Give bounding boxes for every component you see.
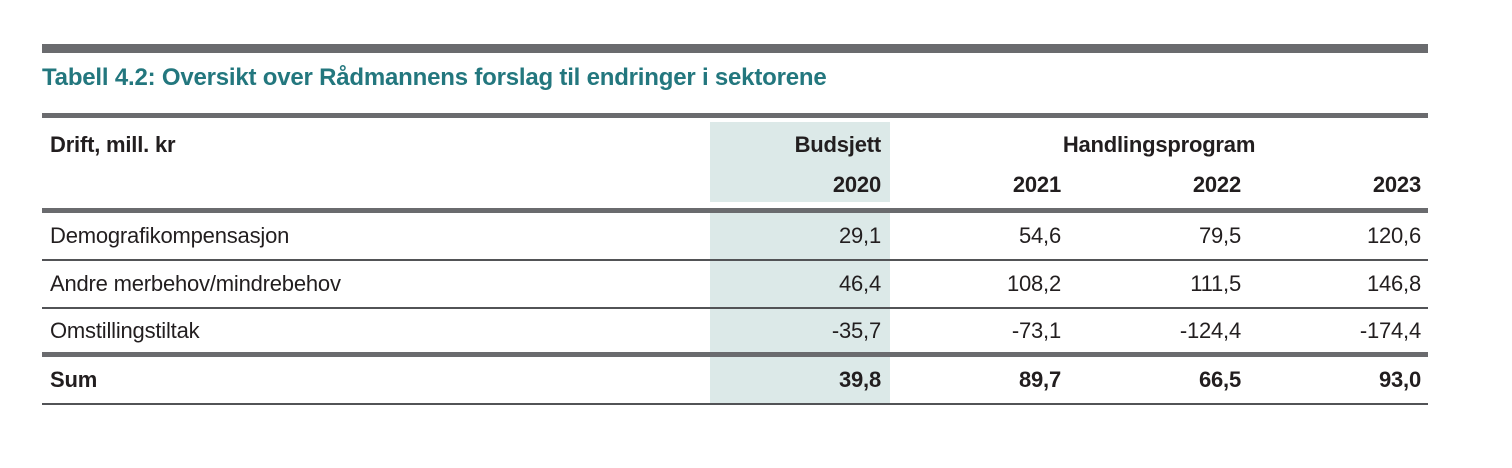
budget-table: Drift, mill. kr Budsjett Handlingsprogra… [42,113,1428,405]
budget-group-label: Budsjett [710,122,890,168]
cell-2021: -73,1 [1011,317,1061,343]
row-label: Omstillingstiltak [50,317,200,343]
year-header-2023: 2023 [1372,172,1421,197]
corner-label: Drift, mill. kr [50,132,176,157]
program-group-label: Handlingsprogram [1062,132,1256,157]
cell-2020: -35,7 [710,309,890,352]
table-caption: Tabell 4.2: Oversikt over Rådmannens for… [42,64,827,91]
cell-2023: 120,6 [1366,223,1421,248]
cell-2021: 54,6 [1018,223,1061,248]
sum-row: Sum 39,8 89,7 66,5 93,0 [42,357,1428,405]
table-body: Demografikompensasjon 29,1 54,6 79,5 120… [42,213,1428,405]
cell-2022: -124,4 [1179,317,1241,343]
cell-2023: -174,4 [1359,317,1421,343]
cell-2020: 29,1 [710,213,890,259]
sum-cell-2021: 89,7 [1018,367,1061,392]
row-label: Demografikompensasjon [50,223,290,248]
header-group-row: Drift, mill. kr Budsjett Handlingsprogra… [42,118,1428,168]
cell-2020: 46,4 [710,261,890,307]
year-header-2022: 2022 [1192,172,1241,197]
sum-label: Sum [50,367,98,392]
table-row: Demografikompensasjon 29,1 54,6 79,5 120… [42,213,1428,261]
year-header-2020: 2020 [710,168,890,202]
table-header: Drift, mill. kr Budsjett Handlingsprogra… [42,118,1428,213]
cell-2022: 79,5 [1198,223,1241,248]
sum-cell-2023: 93,0 [1378,367,1421,392]
row-label: Andre merbehov/mindrebehov [50,271,341,296]
table-row: Andre merbehov/mindrebehov 46,4 108,2 11… [42,261,1428,309]
table-row: Omstillingstiltak -35,7 -73,1 -124,4 -17… [42,309,1428,357]
sum-cell-2020: 39,8 [710,357,890,403]
year-header-2021: 2021 [1012,172,1061,197]
sum-cell-2022: 66,5 [1198,367,1241,392]
cell-2022: 111,5 [1190,271,1241,296]
header-year-row: 2020 2021 2022 2023 [42,168,1428,208]
cell-2023: 146,8 [1366,271,1421,296]
cell-2021: 108,2 [1006,271,1061,296]
top-divider-bar [42,44,1428,53]
